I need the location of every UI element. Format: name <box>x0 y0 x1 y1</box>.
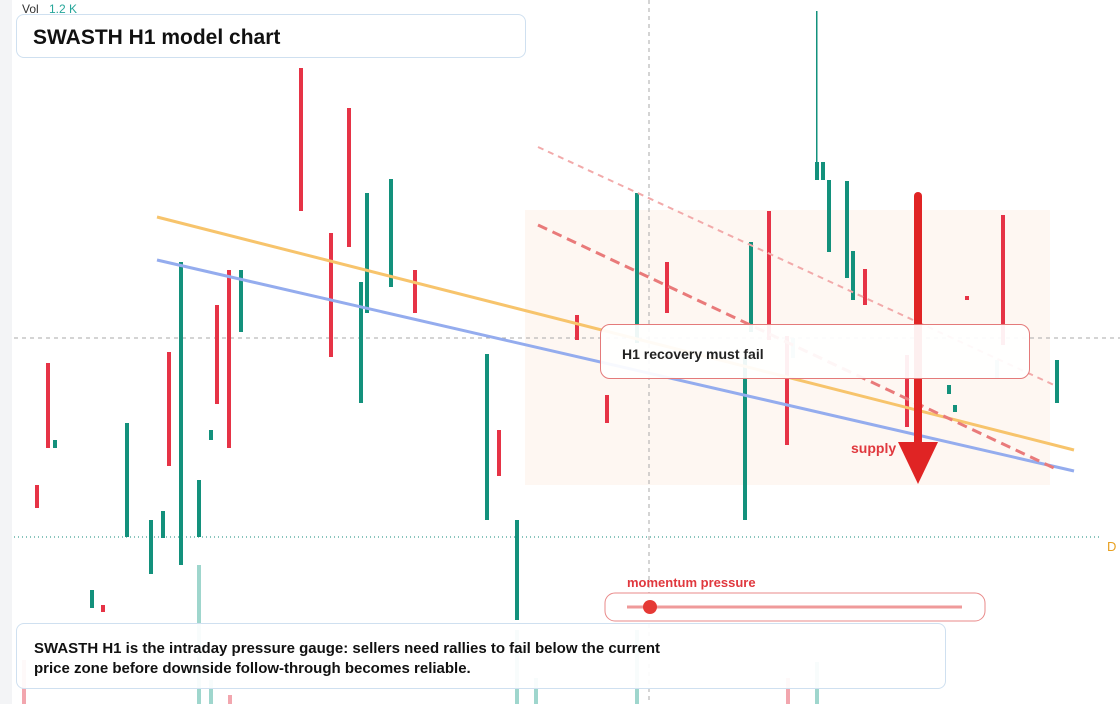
price-tag: D <box>1107 539 1116 554</box>
title-box: SWASTH H1 model chart <box>16 14 526 58</box>
left-strip <box>0 0 12 704</box>
callout: H1 recovery must fail <box>622 346 764 362</box>
vol-label: Vol <box>22 2 39 16</box>
vol-value: 1.2 K <box>49 2 77 16</box>
gauge-knob <box>643 600 657 614</box>
title: SWASTH H1 model chart <box>33 26 281 49</box>
zone-label: supply <box>851 440 896 456</box>
down-arrow-head <box>898 442 938 484</box>
gauge-label: momentum pressure <box>627 575 756 590</box>
callout-box: H1 recovery must fail <box>600 324 1030 379</box>
candles <box>35 11 1059 620</box>
footer-box: SWASTH H1 is the intraday pressure gauge… <box>16 623 946 689</box>
footer-text: SWASTH H1 is the intraday pressure gauge… <box>34 640 661 677</box>
